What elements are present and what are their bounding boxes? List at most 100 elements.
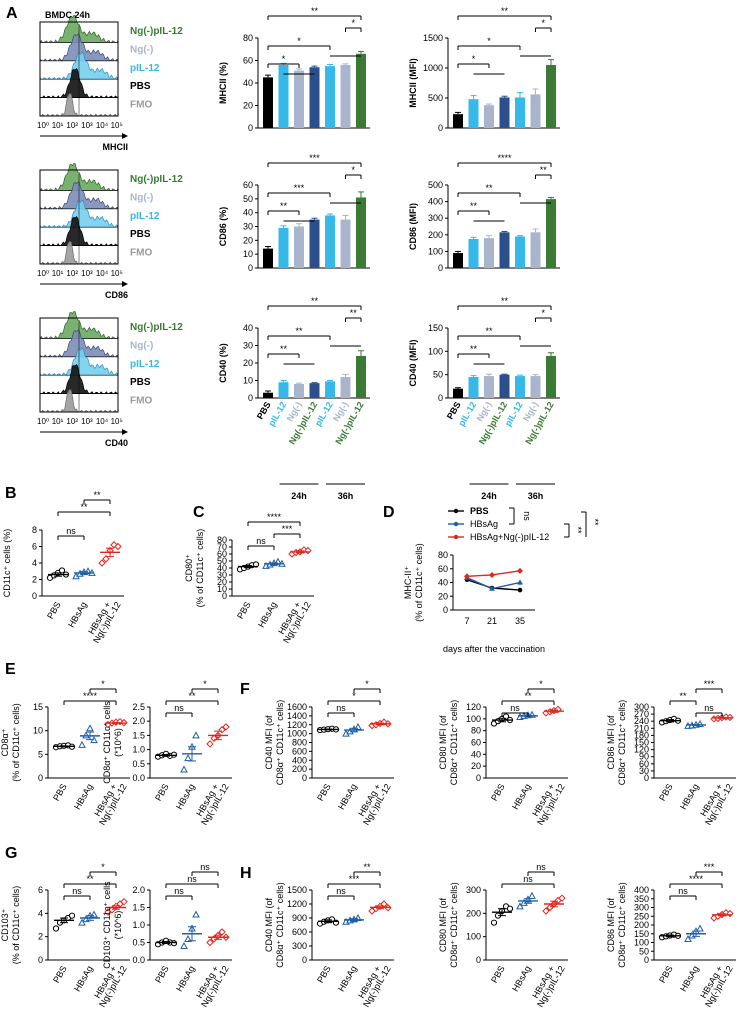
F3-tick-label: 90 xyxy=(639,752,649,762)
mhc_pct-bar xyxy=(309,67,320,128)
F3-tick-label: 300 xyxy=(634,702,649,712)
cd40_mfi-bar xyxy=(515,376,525,398)
F2-tick-label: 80 xyxy=(471,726,481,736)
D-tick-label: 40 xyxy=(438,578,448,588)
H3-tick-label: 400 xyxy=(634,885,649,895)
histogram-legend-1: Ng(-) xyxy=(130,340,153,351)
F1-tick-label: 1200 xyxy=(287,720,307,730)
D-legend-2: HBsAg+Ng(-)pIL-12 xyxy=(470,532,549,542)
cd86_pct-bar xyxy=(340,219,351,268)
E2-ylabel-2: (*10^6) xyxy=(113,728,123,757)
cd40_mfi-cmp-2-sig-label: ** xyxy=(485,326,493,336)
H2-xcat: HBsAg xyxy=(510,964,533,993)
H2-tick-label: 0 xyxy=(476,955,481,965)
C-tick-label: 0 xyxy=(222,591,227,601)
F3-tick-label: 180 xyxy=(634,730,649,740)
histogram-legend-2: pIL-12 xyxy=(130,211,160,222)
F3-cmp-2-sig-label: ** xyxy=(679,691,687,701)
cd40_mfi-bar xyxy=(530,376,541,398)
G1-xcat: HBsAg xyxy=(72,964,95,993)
F2-xcat: HBsAg xyxy=(510,782,533,811)
F1-xcat: HBsAg xyxy=(336,782,359,811)
histogram-frame xyxy=(39,21,119,117)
cd40_pct-bar xyxy=(278,382,289,398)
mhc_mfi-bar xyxy=(515,97,525,128)
cd86_pct-cmp-3-sig-label: ** xyxy=(280,201,288,211)
D-point xyxy=(464,573,470,580)
mhc_pct-cmp-0-sig-label: ** xyxy=(311,6,319,16)
histogram-axis-tick: 10⁰ xyxy=(37,269,49,278)
cd86_pct-cmp-2-sig-label: *** xyxy=(294,183,305,193)
H2-ylabel-2: CD8α⁺ CD11c⁺ cells) xyxy=(449,882,459,968)
D-tick-label: 80 xyxy=(438,550,448,560)
cd86_pct-tick-label: 10 xyxy=(243,249,253,259)
cd86_mfi-cmp-2-sig-label: ** xyxy=(485,183,493,193)
F2-ylabel-2: CD8α⁺ CD11c⁺ cells) xyxy=(449,700,459,786)
cd86_mfi-bar xyxy=(546,199,556,268)
cd86_mfi-bar xyxy=(484,238,494,268)
G1-tick-label: 4 xyxy=(38,908,43,918)
E2-tick-label: 2.0 xyxy=(132,716,145,726)
E2-cmp-0-sig-label: * xyxy=(203,679,207,689)
mhc_mfi-bar xyxy=(499,97,510,128)
F1-tick-label: 200 xyxy=(292,764,307,774)
cd40_mfi-tick-label: 0 xyxy=(438,393,443,403)
cd40_pct-tick-label: 20 xyxy=(243,358,253,368)
C-ylabel: CD80⁺ xyxy=(184,554,194,582)
H1-cmp-0-sig-label: ** xyxy=(363,862,371,872)
G2-ylabel: CD103⁺ CD11c⁺ cells xyxy=(102,881,112,969)
cd86_mfi-ylabel: CD86 (MFI) xyxy=(408,203,418,250)
F3-tick-label: 120 xyxy=(634,745,649,755)
cd86_pct-tick-label: 0 xyxy=(248,263,253,273)
cd86_mfi-tick-label: 300 xyxy=(428,213,443,223)
histogram-axis-tick: 10⁰ xyxy=(37,417,49,426)
E1-ylabel-2: (% of CD11c⁺ cells) xyxy=(11,703,21,782)
cd86_mfi-tick-label: 500 xyxy=(428,180,443,190)
G2-tick-label: 0.5 xyxy=(132,938,145,948)
mhc_pct-cmp-1-sig-label: * xyxy=(351,18,355,28)
H1-tick-label: 900 xyxy=(292,913,307,923)
H2-point xyxy=(516,902,524,910)
H3-point xyxy=(696,924,704,932)
histogram-axis-tick: 10⁴ xyxy=(96,269,109,278)
cd40_pct-cmp-0-sig-label: ** xyxy=(311,296,319,306)
D-point xyxy=(517,579,523,585)
D-point xyxy=(489,585,495,591)
cd86_mfi-tick-label: 400 xyxy=(428,197,443,207)
H3-tick-label: 100 xyxy=(634,938,649,948)
mhc_mfi-cmp-0-sig-label: ** xyxy=(501,6,509,16)
G2-cmp-0-sig-label: ns xyxy=(200,862,210,872)
F2-cmp-1-sig-label: ** xyxy=(524,691,532,701)
G1-point xyxy=(90,910,98,918)
mhc_mfi-bar xyxy=(530,94,541,128)
G2-point xyxy=(184,934,192,942)
H3-tick-label: 50 xyxy=(639,946,649,956)
E2-point xyxy=(206,740,214,748)
H2-point xyxy=(506,905,514,912)
D-xlabel: days after the vaccination xyxy=(443,644,545,654)
B-cmp-2-sig-label: ns xyxy=(66,526,76,536)
F3-cmp-1-sig-label: ns xyxy=(704,703,714,713)
B-tick-label: 6 xyxy=(32,542,37,552)
H1-xcat: PBS xyxy=(315,964,333,985)
E1-cmp-1-sig-label: **** xyxy=(83,691,98,701)
cd40_mfi-cmp-0-sig-label: ** xyxy=(501,296,509,306)
B-xcat: HBsAg xyxy=(66,600,89,629)
D-x-tick-label: 21 xyxy=(487,616,497,626)
histogram-axis-tick: 10¹ xyxy=(52,269,64,278)
histogram-legend-0: Ng(-)pIL-12 xyxy=(130,26,183,37)
D-sig-label: ns xyxy=(522,511,532,521)
histogram-axis-tick: 10² xyxy=(66,121,78,130)
H3-point xyxy=(684,934,692,942)
panel-label-g: G xyxy=(5,845,17,862)
histogram-axis-tick: 10⁵ xyxy=(111,417,123,426)
F2-xcat: PBS xyxy=(489,782,507,803)
E2-tick-label: 1.0 xyxy=(132,745,145,755)
F2-cmp-0-sig-label: * xyxy=(539,679,543,689)
B-tick-label: 0 xyxy=(32,591,37,601)
F1-cmp-2-sig-label: ns xyxy=(336,703,346,713)
E2-cmp-2-sig-label: ns xyxy=(174,703,184,713)
D-legend-marker xyxy=(453,534,459,540)
H2-tick-label: 100 xyxy=(466,932,481,942)
